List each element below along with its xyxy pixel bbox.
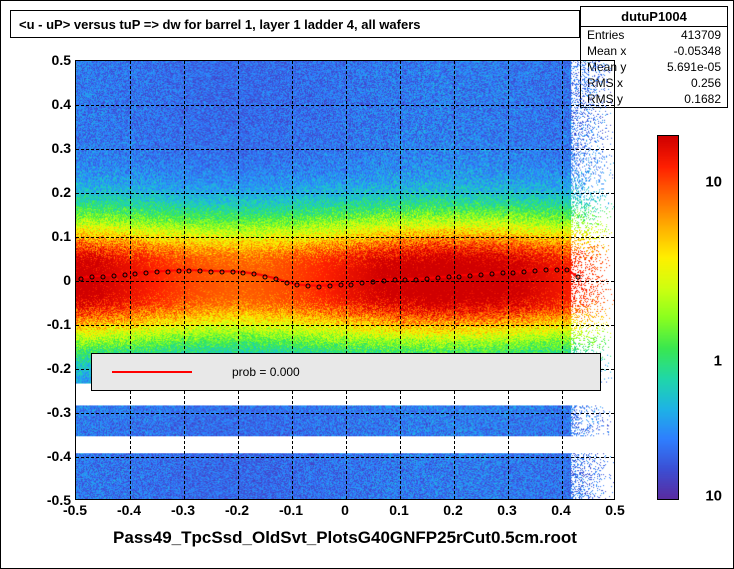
colorbar-tick: 10 [705, 488, 722, 505]
stats-value: 413709 [681, 28, 721, 42]
legend-text: prob = 0.000 [232, 365, 300, 379]
gridline-v [238, 61, 239, 499]
gridline-h [76, 325, 614, 326]
gridline-v [562, 61, 563, 499]
stats-value: -0.05348 [674, 44, 721, 58]
colorbar-tick: 10 [705, 174, 722, 191]
stats-name: dutuP1004 [581, 7, 727, 27]
plot-area: prob = 0.000 [75, 60, 615, 500]
x-tick-label: -0.3 [171, 502, 195, 518]
legend-box: prob = 0.000 [91, 353, 601, 391]
colorbar-gradient [658, 136, 678, 499]
stats-value: 0.256 [691, 76, 721, 90]
gridline-h [76, 193, 614, 194]
x-tick-label: 0.5 [605, 502, 624, 518]
y-tick-label: 0.5 [31, 52, 71, 68]
stats-value: 5.691e-05 [667, 60, 721, 74]
x-tick-label: 0.1 [389, 502, 408, 518]
x-tick-label: 0 [341, 502, 349, 518]
gridline-h [76, 457, 614, 458]
gridline-h [76, 281, 614, 282]
gridline-v [400, 61, 401, 499]
y-tick-label: -0.4 [31, 448, 71, 464]
gridline-v [454, 61, 455, 499]
stats-label: Entries [587, 28, 624, 42]
y-tick-label: 0.1 [31, 228, 71, 244]
x-tick-label: 0.3 [497, 502, 516, 518]
y-tick-label: 0.4 [31, 96, 71, 112]
x-tick-label: 0.4 [551, 502, 570, 518]
caption: Pass49_TpcSsd_OldSvt_PlotsG40GNFP25rCut0… [75, 528, 615, 548]
stats-row: Mean x -0.05348 [581, 43, 727, 59]
stats-label: Mean x [587, 44, 626, 58]
y-axis: -0.5-0.4-0.3-0.2-0.100.10.20.30.40.5 [30, 60, 75, 500]
y-tick-label: -0.3 [31, 404, 71, 420]
stats-row: Entries 413709 [581, 27, 727, 43]
stats-value: 0.1682 [684, 92, 721, 106]
y-tick-label: -0.2 [31, 360, 71, 376]
y-tick-label: 0 [31, 272, 71, 288]
colorbar [657, 135, 679, 500]
y-tick-label: 0.2 [31, 184, 71, 200]
gridline-v [130, 61, 131, 499]
x-tick-label: -0.2 [225, 502, 249, 518]
colorbar-tick: 1 [714, 353, 722, 370]
x-tick-label: 0.2 [443, 502, 462, 518]
x-axis: -0.5-0.4-0.3-0.2-0.100.10.20.30.40.5 [75, 500, 615, 522]
x-tick-label: -0.5 [63, 502, 87, 518]
heatmap-canvas [76, 61, 614, 499]
gridline-h [76, 237, 614, 238]
x-tick-label: -0.4 [117, 502, 141, 518]
gridline-v [292, 61, 293, 499]
gridline-h [76, 149, 614, 150]
plot-title: <u - uP> versus tuP => dw for barrel 1, … [10, 10, 580, 38]
plot-title-text: <u - uP> versus tuP => dw for barrel 1, … [19, 17, 421, 32]
y-tick-label: 0.3 [31, 140, 71, 156]
x-tick-label: -0.1 [279, 502, 303, 518]
gridline-h [76, 413, 614, 414]
legend-line [112, 371, 192, 373]
gridline-v [508, 61, 509, 499]
y-tick-label: -0.1 [31, 316, 71, 332]
gridline-v [184, 61, 185, 499]
gridline-h [76, 105, 614, 106]
gridline-v [346, 61, 347, 499]
